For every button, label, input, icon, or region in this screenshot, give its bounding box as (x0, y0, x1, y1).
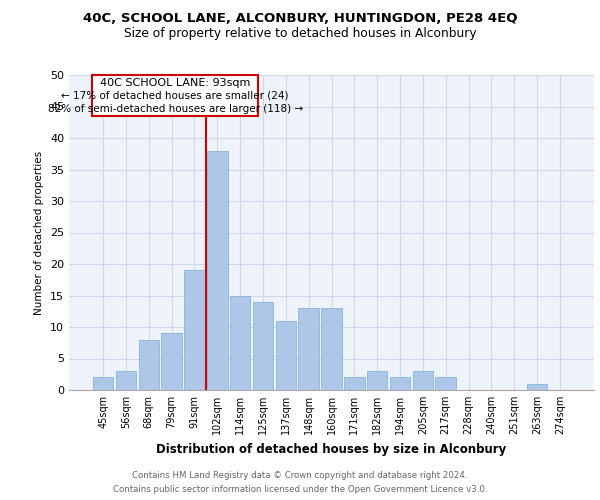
Bar (344, 378, 365, 390)
FancyBboxPatch shape (92, 75, 259, 116)
Bar (436, 378, 456, 390)
Bar (139, 340, 159, 390)
Bar (390, 378, 410, 390)
X-axis label: Distribution of detached houses by size in Alconbury: Distribution of detached houses by size … (157, 442, 506, 456)
Bar (161, 334, 182, 390)
Text: 82% of semi-detached houses are larger (118) →: 82% of semi-detached houses are larger (… (47, 104, 302, 114)
Text: Contains HM Land Registry data © Crown copyright and database right 2024.
Contai: Contains HM Land Registry data © Crown c… (113, 472, 487, 494)
Y-axis label: Number of detached properties: Number of detached properties (34, 150, 44, 314)
Text: 40C SCHOOL LANE: 93sqm: 40C SCHOOL LANE: 93sqm (100, 78, 250, 88)
Bar (367, 371, 388, 390)
Bar (184, 270, 205, 390)
Text: 40C, SCHOOL LANE, ALCONBURY, HUNTINGDON, PE28 4EQ: 40C, SCHOOL LANE, ALCONBURY, HUNTINGDON,… (83, 12, 517, 26)
Bar (253, 302, 273, 390)
Bar (275, 320, 296, 390)
Bar (207, 150, 227, 390)
Bar (321, 308, 342, 390)
Bar (413, 371, 433, 390)
Bar (298, 308, 319, 390)
Bar (230, 296, 250, 390)
Bar (116, 371, 136, 390)
Bar (93, 378, 113, 390)
Text: Size of property relative to detached houses in Alconbury: Size of property relative to detached ho… (124, 28, 476, 40)
Text: ← 17% of detached houses are smaller (24): ← 17% of detached houses are smaller (24… (61, 91, 289, 101)
Bar (527, 384, 547, 390)
